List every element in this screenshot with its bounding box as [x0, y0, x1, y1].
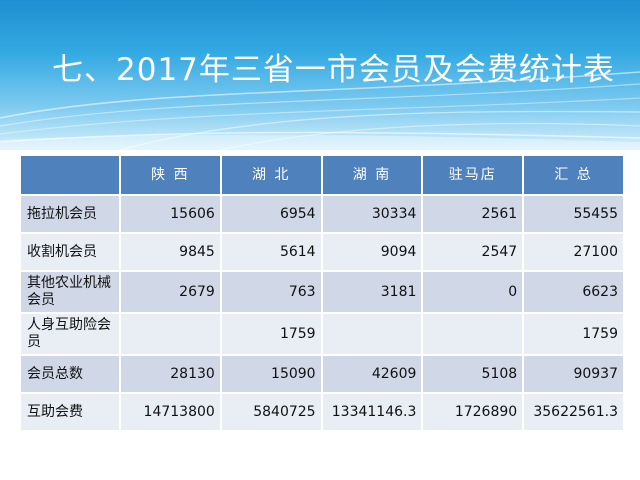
table-cell: 9094 — [320, 232, 424, 272]
corner-cell — [19, 154, 121, 196]
table-cell — [320, 312, 424, 356]
column-header: 湖 北 — [219, 154, 323, 196]
row-label: 互助会费 — [19, 392, 121, 432]
table-row: 互助会费 14713800 5840725 13341146.3 1726890… — [19, 392, 625, 432]
table-row: 人身互助险会员 1759 1759 — [19, 312, 625, 356]
table-cell: 0 — [421, 270, 525, 314]
row-label: 会员总数 — [19, 354, 121, 394]
table-cell: 6623 — [522, 270, 625, 314]
table-cell: 28130 — [119, 354, 222, 394]
page-title: 七、2017年三省一市会员及会费统计表 — [52, 52, 615, 88]
table-cell: 42609 — [320, 354, 424, 394]
header-row: 陕 西 湖 北 湖 南 驻马店 汇 总 — [19, 154, 625, 196]
row-label: 其他农业机械会员 — [19, 270, 121, 314]
table-cell: 30334 — [320, 194, 424, 234]
table-cell: 27100 — [522, 232, 625, 272]
table-cell: 14713800 — [119, 392, 222, 432]
table-cell — [119, 312, 222, 356]
table-cell: 5614 — [219, 232, 323, 272]
table-cell: 3181 — [320, 270, 424, 314]
table-cell: 55455 — [522, 194, 625, 234]
table-row: 拖拉机会员 15606 6954 30334 2561 55455 — [19, 194, 625, 234]
wave-decoration — [0, 71, 640, 150]
table-cell: 1759 — [522, 312, 625, 356]
table-cell: 2547 — [421, 232, 525, 272]
table-cell: 763 — [219, 270, 323, 314]
table-cell: 1759 — [219, 312, 323, 356]
column-header: 驻马店 — [421, 154, 525, 196]
column-header: 湖 南 — [320, 154, 424, 196]
table-row: 其他农业机械会员 2679 763 3181 0 6623 — [19, 270, 625, 314]
table-row: 收割机会员 9845 5614 9094 2547 27100 — [19, 232, 625, 272]
row-label: 人身互助险会员 — [19, 312, 121, 356]
table-cell: 13341146.3 — [320, 392, 424, 432]
stats-table-container: 陕 西 湖 北 湖 南 驻马店 汇 总 拖拉机会员 15606 6954 303… — [19, 154, 625, 432]
row-label: 拖拉机会员 — [19, 194, 121, 234]
table-row: 会员总数 28130 15090 42609 5108 90937 — [19, 354, 625, 394]
table-cell: 2561 — [421, 194, 525, 234]
table-cell: 1726890 — [421, 392, 525, 432]
title-banner: 七、2017年三省一市会员及会费统计表 — [0, 0, 640, 150]
table-cell: 6954 — [219, 194, 323, 234]
stats-table: 陕 西 湖 北 湖 南 驻马店 汇 总 拖拉机会员 15606 6954 303… — [19, 154, 625, 432]
table-cell: 90937 — [522, 354, 625, 394]
table-cell: 9845 — [119, 232, 222, 272]
table-cell: 2679 — [119, 270, 222, 314]
column-header: 汇 总 — [522, 154, 625, 196]
table-cell: 15090 — [219, 354, 323, 394]
table-cell — [421, 312, 525, 356]
table-cell: 15606 — [119, 194, 222, 234]
table-cell: 35622561.3 — [522, 392, 625, 432]
table-cell: 5840725 — [219, 392, 323, 432]
column-header: 陕 西 — [119, 154, 222, 196]
table-cell: 5108 — [421, 354, 525, 394]
row-label: 收割机会员 — [19, 232, 121, 272]
